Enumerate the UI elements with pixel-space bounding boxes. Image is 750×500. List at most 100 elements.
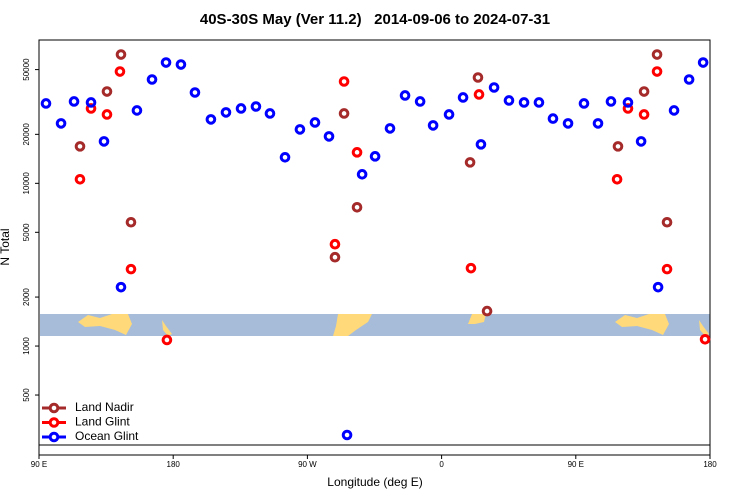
point <box>74 141 86 152</box>
point <box>220 107 232 118</box>
x-tick-label: 180 <box>703 460 717 469</box>
point <box>384 123 396 134</box>
point <box>323 131 335 142</box>
point <box>533 97 545 108</box>
point <box>279 152 291 163</box>
point <box>369 151 381 162</box>
point <box>578 98 590 109</box>
point <box>652 281 664 293</box>
legend-marker <box>48 431 60 443</box>
point <box>635 136 647 147</box>
point <box>338 108 350 119</box>
chart-title: 40S-30S May (Ver 11.2) 2014-09-06 to 202… <box>200 11 550 28</box>
legend-label: Ocean Glint <box>75 429 139 443</box>
point <box>101 109 113 120</box>
point <box>503 95 515 106</box>
point <box>562 118 574 129</box>
point <box>683 74 695 85</box>
point <box>464 157 476 168</box>
point <box>638 86 650 97</box>
point <box>235 103 247 114</box>
point <box>473 89 485 100</box>
point <box>612 141 624 152</box>
point <box>250 101 262 112</box>
point <box>592 118 604 129</box>
point <box>351 147 363 158</box>
legend-marker <box>48 402 60 414</box>
point <box>205 114 217 125</box>
point <box>351 201 363 213</box>
point <box>699 334 711 345</box>
y-tick-label: 500 <box>22 388 31 402</box>
point <box>465 262 477 274</box>
point <box>427 120 439 131</box>
point <box>329 238 341 250</box>
y-tick-label: 5000 <box>22 223 31 241</box>
x-tick-label: 90 E <box>31 460 47 469</box>
point <box>101 86 113 97</box>
point <box>125 216 137 228</box>
point <box>668 105 680 116</box>
point <box>68 96 80 107</box>
point <box>161 334 173 346</box>
point <box>611 173 623 185</box>
point <box>481 305 493 317</box>
point <box>475 139 487 150</box>
x-tick-label: 180 <box>167 460 181 469</box>
point <box>651 66 663 77</box>
point <box>651 49 663 60</box>
point <box>114 66 126 77</box>
point <box>74 173 86 185</box>
point <box>443 109 455 120</box>
y-tick-label: 20000 <box>22 123 31 146</box>
point <box>605 96 617 107</box>
y-tick-label: 1000 <box>22 337 31 355</box>
y-tick-label: 10000 <box>22 172 31 195</box>
point <box>55 118 67 129</box>
point <box>488 82 500 93</box>
point <box>399 90 411 101</box>
point <box>85 97 97 108</box>
point <box>294 124 306 135</box>
legend-marker <box>48 417 60 428</box>
point <box>264 108 276 119</box>
point <box>115 49 127 60</box>
legend-label: Land Glint <box>75 415 130 429</box>
point <box>189 87 201 98</box>
point <box>472 72 484 83</box>
y-axis-label: N Total <box>0 228 12 265</box>
point <box>40 98 52 109</box>
point <box>175 59 187 70</box>
point <box>661 263 673 275</box>
point <box>638 109 650 120</box>
point <box>125 263 137 275</box>
point <box>518 97 530 108</box>
point <box>697 57 709 68</box>
point <box>661 216 673 228</box>
point <box>338 76 350 87</box>
point <box>329 251 341 263</box>
point <box>356 169 368 180</box>
point <box>146 74 158 85</box>
map-strip <box>40 314 710 336</box>
point <box>98 136 110 147</box>
point <box>414 96 426 107</box>
point <box>131 105 143 116</box>
point <box>622 103 634 114</box>
point <box>309 117 321 128</box>
point <box>622 97 634 108</box>
legend-label: Land Nadir <box>75 400 134 414</box>
y-tick-label: 50000 <box>22 58 31 81</box>
x-tick-label: 0 <box>439 460 444 469</box>
point <box>547 113 559 124</box>
y-tick-label: 2000 <box>22 288 31 306</box>
plot-frame <box>38 39 711 456</box>
point <box>115 281 127 293</box>
x-tick-label: 90 E <box>568 460 584 469</box>
point <box>457 92 469 103</box>
point <box>85 103 97 114</box>
point <box>341 429 353 441</box>
x-tick-label: 90 W <box>298 460 317 469</box>
point <box>160 57 172 68</box>
